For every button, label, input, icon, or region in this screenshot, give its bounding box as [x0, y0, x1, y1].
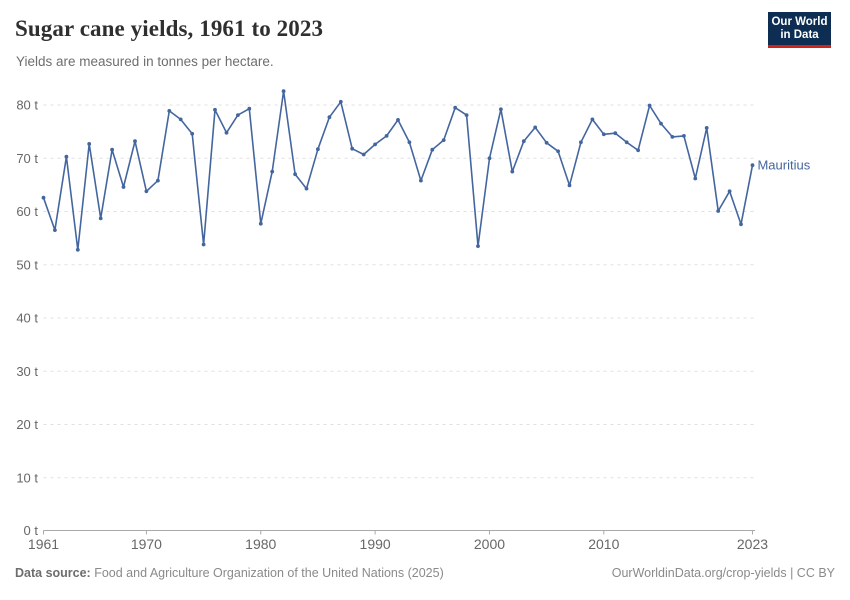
- x-tick-label: 2023: [737, 536, 768, 552]
- data-point-marker[interactable]: [579, 140, 583, 145]
- data-point-marker[interactable]: [361, 152, 366, 157]
- data-point-marker[interactable]: [590, 117, 595, 122]
- x-tick-label: 2010: [588, 536, 619, 552]
- data-source-label: Data source:: [15, 566, 91, 580]
- data-point-marker[interactable]: [396, 118, 400, 122]
- data-point-marker[interactable]: [121, 185, 126, 189]
- data-point-marker[interactable]: [373, 142, 377, 147]
- data-point-marker[interactable]: [487, 156, 492, 161]
- data-point-marker[interactable]: [281, 89, 286, 94]
- y-tick-label: 50 t: [16, 257, 38, 272]
- data-point-marker[interactable]: [178, 117, 183, 122]
- data-source: Data source: Food and Agriculture Organi…: [15, 566, 444, 580]
- footer-separator: |: [790, 566, 794, 580]
- data-point-marker[interactable]: [510, 169, 515, 174]
- y-tick-label: 40 t: [16, 311, 38, 326]
- data-point-marker[interactable]: [258, 221, 263, 226]
- owid-logo-line1: Our World: [771, 15, 828, 28]
- data-point-marker[interactable]: [316, 147, 320, 152]
- data-point-marker[interactable]: [270, 169, 275, 174]
- data-point-marker[interactable]: [704, 126, 709, 130]
- data-point-marker[interactable]: [75, 247, 80, 252]
- data-point-marker[interactable]: [190, 131, 195, 136]
- data-point-marker[interactable]: [64, 154, 69, 159]
- y-tick-label: 70 t: [16, 151, 38, 166]
- data-point-marker[interactable]: [499, 107, 503, 112]
- data-point-marker[interactable]: [601, 132, 606, 137]
- data-point-marker[interactable]: [533, 125, 538, 130]
- page-title: Sugar cane yields, 1961 to 2023: [15, 16, 324, 41]
- series-line: [42, 90, 754, 251]
- data-point-marker[interactable]: [521, 139, 526, 144]
- data-point-marker[interactable]: [556, 149, 560, 154]
- x-tick-label: 1970: [131, 536, 162, 552]
- data-point-marker[interactable]: [236, 113, 240, 117]
- data-point-marker[interactable]: [304, 186, 309, 191]
- owid-logo[interactable]: Our World in Data: [768, 12, 831, 48]
- owid-logo-line2: in Data: [780, 28, 819, 41]
- data-point-marker[interactable]: [464, 113, 469, 117]
- footer-license: CC BY: [796, 566, 835, 580]
- series-end-label[interactable]: Mauritius: [757, 158, 810, 173]
- data-point-marker[interactable]: [441, 138, 446, 143]
- data-point-marker[interactable]: [247, 106, 252, 111]
- data-point-marker[interactable]: [224, 130, 229, 135]
- data-point-marker[interactable]: [407, 140, 412, 145]
- data-point-marker[interactable]: [53, 228, 57, 233]
- data-point-marker[interactable]: [144, 189, 149, 194]
- data-point-marker[interactable]: [41, 195, 46, 200]
- data-point-marker[interactable]: [167, 109, 172, 113]
- data-point-marker[interactable]: [350, 146, 355, 151]
- data-point-marker[interactable]: [613, 131, 618, 136]
- x-tick-label: 1961: [28, 536, 59, 552]
- y-tick-label: 10 t: [16, 470, 38, 485]
- data-point-marker[interactable]: [693, 176, 698, 181]
- y-tick-label: 30 t: [16, 364, 38, 379]
- data-point-marker[interactable]: [647, 103, 652, 108]
- data-point-marker[interactable]: [419, 178, 423, 183]
- data-point-marker[interactable]: [430, 147, 435, 152]
- data-point-marker[interactable]: [293, 172, 297, 177]
- data-point-marker[interactable]: [201, 242, 206, 247]
- data-point-marker[interactable]: [453, 105, 458, 110]
- data-point-marker[interactable]: [670, 135, 675, 139]
- data-point-marker[interactable]: [156, 178, 160, 183]
- x-tick-label: 2000: [474, 536, 505, 552]
- data-point-marker[interactable]: [384, 134, 389, 138]
- data-point-marker[interactable]: [327, 115, 332, 120]
- data-point-marker[interactable]: [624, 140, 629, 145]
- footer-link[interactable]: OurWorldinData.org/crop-yields: [611, 566, 787, 580]
- data-point-marker[interactable]: [98, 216, 103, 221]
- data-point-marker[interactable]: [567, 183, 572, 188]
- data-source-text: Food and Agriculture Organization of the…: [94, 566, 444, 580]
- x-tick-label: 1980: [245, 536, 276, 552]
- data-point-marker[interactable]: [659, 121, 663, 126]
- x-tick-label: 1990: [360, 536, 391, 552]
- y-tick-label: 0 t: [24, 523, 39, 538]
- y-tick-label: 20 t: [16, 417, 38, 432]
- data-point-marker[interactable]: [682, 134, 686, 138]
- data-point-marker[interactable]: [716, 209, 721, 213]
- data-point-marker[interactable]: [133, 139, 137, 144]
- y-tick-label: 60 t: [16, 204, 38, 219]
- data-point-marker[interactable]: [338, 99, 343, 104]
- footer-credits: OurWorldinData.org/crop-yields | CC BY: [612, 566, 835, 580]
- data-point-marker[interactable]: [476, 244, 480, 249]
- data-point-marker[interactable]: [110, 147, 114, 152]
- data-point-marker[interactable]: [213, 107, 217, 112]
- data-point-marker[interactable]: [750, 163, 755, 168]
- data-point-marker[interactable]: [636, 148, 640, 153]
- chart-subtitle: Yields are measured in tonnes per hectar…: [16, 54, 274, 69]
- data-point-marker[interactable]: [739, 222, 743, 227]
- y-tick-label: 80 t: [16, 98, 38, 113]
- data-point-marker[interactable]: [87, 142, 92, 146]
- data-point-marker[interactable]: [544, 140, 549, 145]
- data-point-marker[interactable]: [727, 189, 732, 194]
- chart-footer: Data source: Food and Agriculture Organi…: [0, 566, 850, 580]
